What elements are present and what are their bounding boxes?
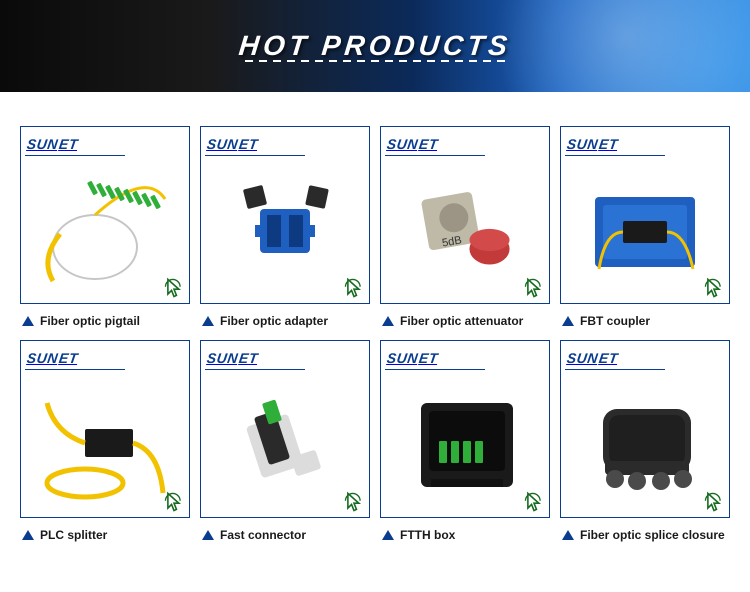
- banner-underline: [245, 60, 505, 62]
- brand-text: SUNET: [206, 350, 259, 366]
- brand-text: SUNET: [566, 350, 619, 366]
- click-cursor-icon: [343, 277, 365, 299]
- product-card-fiber-optic-adapter[interactable]: SUNET: [200, 126, 370, 304]
- product-caption-row: Fiber optic pigtail: [20, 304, 190, 334]
- product-cell-fbt-coupler: SUNET FBT coupler: [560, 126, 730, 334]
- brand-text: SUNET: [566, 136, 619, 152]
- product-cell-plc-splitter: SUNET PLC splitter: [20, 340, 190, 548]
- brand-logo: SUNET: [387, 133, 543, 155]
- product-caption-row: Fiber optic attenuator: [380, 304, 550, 334]
- triangle-icon: [562, 530, 574, 540]
- triangle-icon: [202, 316, 214, 326]
- product-caption: FBT coupler: [580, 314, 650, 328]
- click-cursor-icon: [523, 277, 545, 299]
- product-image: [567, 158, 723, 299]
- brand-underline: [25, 369, 125, 370]
- product-cell-ftth-box: SUNET FTTH box: [380, 340, 550, 548]
- product-card-plc-splitter[interactable]: SUNET: [20, 340, 190, 518]
- brand-underline: [385, 155, 485, 156]
- click-cursor-icon: [523, 491, 545, 513]
- click-cursor-icon: [343, 491, 365, 513]
- click-cursor-icon: [703, 491, 725, 513]
- product-caption-row: Fast connector: [200, 518, 370, 548]
- product-caption-row: PLC splitter: [20, 518, 190, 548]
- product-caption: Fiber optic splice closure: [580, 528, 725, 542]
- brand-underline: [565, 155, 665, 156]
- triangle-icon: [22, 530, 34, 540]
- brand-underline: [25, 155, 125, 156]
- product-caption: Fiber optic pigtail: [40, 314, 140, 328]
- click-cursor-icon: [703, 277, 725, 299]
- svg-text:5dB: 5dB: [441, 234, 463, 249]
- triangle-icon: [382, 316, 394, 326]
- product-image: [207, 372, 363, 513]
- product-caption: FTTH box: [400, 528, 455, 542]
- product-caption: PLC splitter: [40, 528, 107, 542]
- click-cursor-icon: [163, 277, 185, 299]
- brand-logo: SUNET: [207, 133, 363, 155]
- product-caption-row: FTTH box: [380, 518, 550, 548]
- triangle-icon: [202, 530, 214, 540]
- product-card-fiber-optic-pigtail[interactable]: SUNET: [20, 126, 190, 304]
- brand-underline: [205, 369, 305, 370]
- brand-logo: SUNET: [387, 347, 543, 369]
- brand-text: SUNET: [386, 136, 439, 152]
- triangle-icon: [382, 530, 394, 540]
- product-card-fbt-coupler[interactable]: SUNET: [560, 126, 730, 304]
- product-grid: SUNET Fiber optic pigtail SUNET: [0, 92, 750, 560]
- product-card-fiber-optic-attenuator[interactable]: SUNET 5dB: [380, 126, 550, 304]
- product-image: 5dB: [387, 158, 543, 299]
- brand-underline: [205, 155, 305, 156]
- triangle-icon: [562, 316, 574, 326]
- brand-logo: SUNET: [567, 133, 723, 155]
- brand-text: SUNET: [206, 136, 259, 152]
- banner-title: HOT PRODUCTS: [237, 30, 512, 62]
- brand-underline: [565, 369, 665, 370]
- product-card-fast-connector[interactable]: SUNET: [200, 340, 370, 518]
- product-cell-fiber-optic-splice-closure: SUNET Fiber optic splice closure: [560, 340, 730, 548]
- product-cell-fiber-optic-attenuator: SUNET 5dB Fiber optic attenuator: [380, 126, 550, 334]
- product-card-ftth-box[interactable]: SUNET: [380, 340, 550, 518]
- brand-text: SUNET: [26, 136, 79, 152]
- brand-logo: SUNET: [567, 347, 723, 369]
- brand-logo: SUNET: [27, 133, 183, 155]
- product-cell-fast-connector: SUNET Fast connector: [200, 340, 370, 548]
- brand-text: SUNET: [26, 350, 79, 366]
- brand-text: SUNET: [386, 350, 439, 366]
- brand-underline: [385, 369, 485, 370]
- product-cell-fiber-optic-adapter: SUNET Fiber optic adapter: [200, 126, 370, 334]
- product-caption: Fiber optic attenuator: [400, 314, 523, 328]
- product-caption: Fast connector: [220, 528, 306, 542]
- product-caption-row: Fiber optic splice closure: [560, 518, 730, 548]
- product-image: [27, 158, 183, 299]
- product-image: [27, 372, 183, 513]
- product-image: [387, 372, 543, 513]
- product-caption-row: Fiber optic adapter: [200, 304, 370, 334]
- triangle-icon: [22, 316, 34, 326]
- product-image: [207, 158, 363, 299]
- brand-logo: SUNET: [27, 347, 183, 369]
- hot-products-banner: HOT PRODUCTS: [0, 0, 750, 92]
- product-image: [567, 372, 723, 513]
- click-cursor-icon: [163, 491, 185, 513]
- product-card-fiber-optic-splice-closure[interactable]: SUNET: [560, 340, 730, 518]
- product-caption: Fiber optic adapter: [220, 314, 328, 328]
- product-caption-row: FBT coupler: [560, 304, 730, 334]
- product-cell-fiber-optic-pigtail: SUNET Fiber optic pigtail: [20, 126, 190, 334]
- brand-logo: SUNET: [207, 347, 363, 369]
